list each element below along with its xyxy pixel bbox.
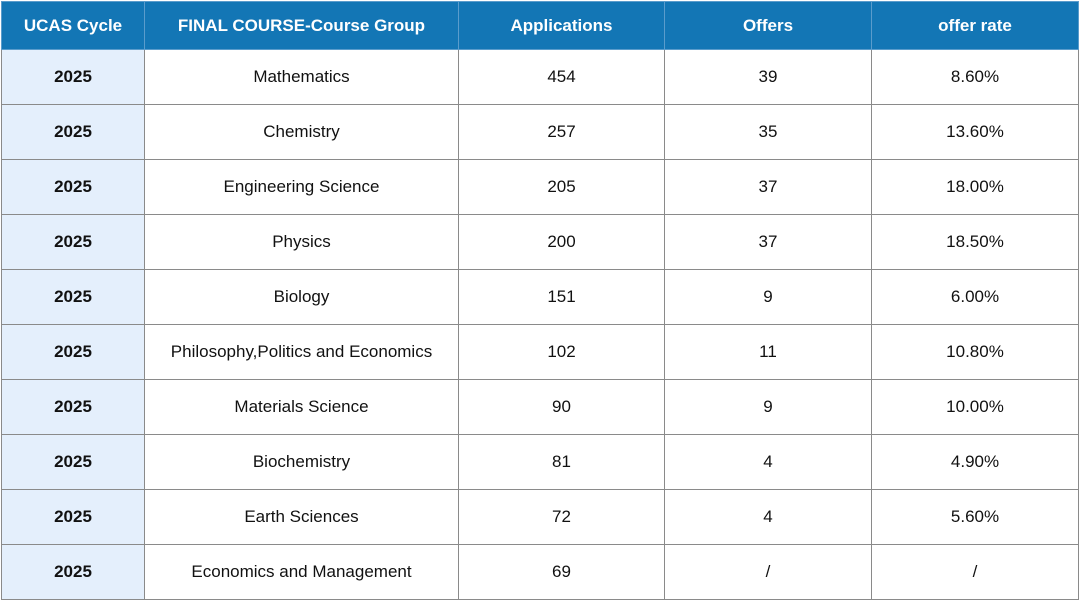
header-applications: Applications	[458, 1, 665, 50]
cell-offer-rate: 10.80%	[871, 324, 1079, 380]
cell-ucas-cycle: 2025	[1, 379, 145, 435]
header-offer-rate: offer rate	[871, 1, 1079, 50]
cell-course-group: Chemistry	[144, 104, 459, 160]
table-row: 2025 Engineering Science 205 37 18.00%	[1, 159, 1079, 215]
cell-offer-rate: 6.00%	[871, 269, 1079, 325]
cell-ucas-cycle: 2025	[1, 434, 145, 490]
header-offers: Offers	[664, 1, 872, 50]
table-row: 2025 Physics 200 37 18.50%	[1, 214, 1079, 270]
cell-course-group: Physics	[144, 214, 459, 270]
cell-ucas-cycle: 2025	[1, 269, 145, 325]
cell-offers: 37	[664, 159, 872, 215]
cell-offer-rate: 8.60%	[871, 49, 1079, 105]
table-row: 2025 Biology 151 9 6.00%	[1, 269, 1079, 325]
cell-offers: 4	[664, 489, 872, 545]
cell-offers: /	[664, 544, 872, 600]
cell-offer-rate: 10.00%	[871, 379, 1079, 435]
cell-applications: 72	[458, 489, 665, 545]
header-ucas-cycle: UCAS Cycle	[1, 1, 145, 50]
cell-offer-rate: 18.50%	[871, 214, 1079, 270]
cell-offer-rate: 18.00%	[871, 159, 1079, 215]
table-row: 2025 Philosophy,Politics and Economics 102…	[1, 324, 1079, 380]
cell-course-group: Biochemistry	[144, 434, 459, 490]
cell-applications: 257	[458, 104, 665, 160]
cell-offers: 37	[664, 214, 872, 270]
cell-offers: 9	[664, 269, 872, 325]
cell-course-group: Earth Sciences	[144, 489, 459, 545]
cell-applications: 69	[458, 544, 665, 600]
cell-ucas-cycle: 2025	[1, 489, 145, 545]
cell-applications: 454	[458, 49, 665, 105]
cell-applications: 81	[458, 434, 665, 490]
cell-ucas-cycle: 2025	[1, 159, 145, 215]
table-row: 2025 Earth Sciences 72 4 5.60%	[1, 489, 1079, 545]
table-row: 2025 Chemistry 257 35 13.60%	[1, 104, 1079, 160]
cell-course-group: Biology	[144, 269, 459, 325]
table-row: 2025 Materials Science 90 9 10.00%	[1, 379, 1079, 435]
cell-offers: 4	[664, 434, 872, 490]
header-row: UCAS Cycle FINAL COURSE-Course Group App…	[1, 1, 1079, 50]
cell-applications: 151	[458, 269, 665, 325]
cell-ucas-cycle: 2025	[1, 324, 145, 380]
table-row: 2025 Economics and Management 69//	[1, 544, 1079, 600]
table-row: 2025 Biochemistry 81 4 4.90%	[1, 434, 1079, 490]
cell-offer-rate: 5.60%	[871, 489, 1079, 545]
cell-offers: 39	[664, 49, 872, 105]
cell-applications: 102	[458, 324, 665, 380]
cell-offer-rate: /	[871, 544, 1079, 600]
cell-offer-rate: 13.60%	[871, 104, 1079, 160]
cell-ucas-cycle: 2025	[1, 544, 145, 600]
cell-course-group: Mathematics	[144, 49, 459, 105]
table-row: 2025 Mathematics 454 39 8.60%	[1, 49, 1079, 105]
cell-ucas-cycle: 2025	[1, 214, 145, 270]
cell-course-group: Engineering Science	[144, 159, 459, 215]
cell-ucas-cycle: 2025	[1, 49, 145, 105]
cell-applications: 200	[458, 214, 665, 270]
cell-offers: 9	[664, 379, 872, 435]
cell-ucas-cycle: 2025	[1, 104, 145, 160]
cell-offer-rate: 4.90%	[871, 434, 1079, 490]
cell-course-group: Philosophy,Politics and Economics	[144, 324, 459, 380]
cell-applications: 205	[458, 159, 665, 215]
cell-offers: 35	[664, 104, 872, 160]
cell-course-group: Materials Science	[144, 379, 459, 435]
cell-course-group: Economics and Management	[144, 544, 459, 600]
cell-offers: 11	[664, 324, 872, 380]
cell-applications: 90	[458, 379, 665, 435]
table-body: 2025 Mathematics 454 39 8.60% 2025 Chemistry 25…	[1, 49, 1079, 600]
header-course-group: FINAL COURSE-Course Group	[144, 1, 459, 50]
